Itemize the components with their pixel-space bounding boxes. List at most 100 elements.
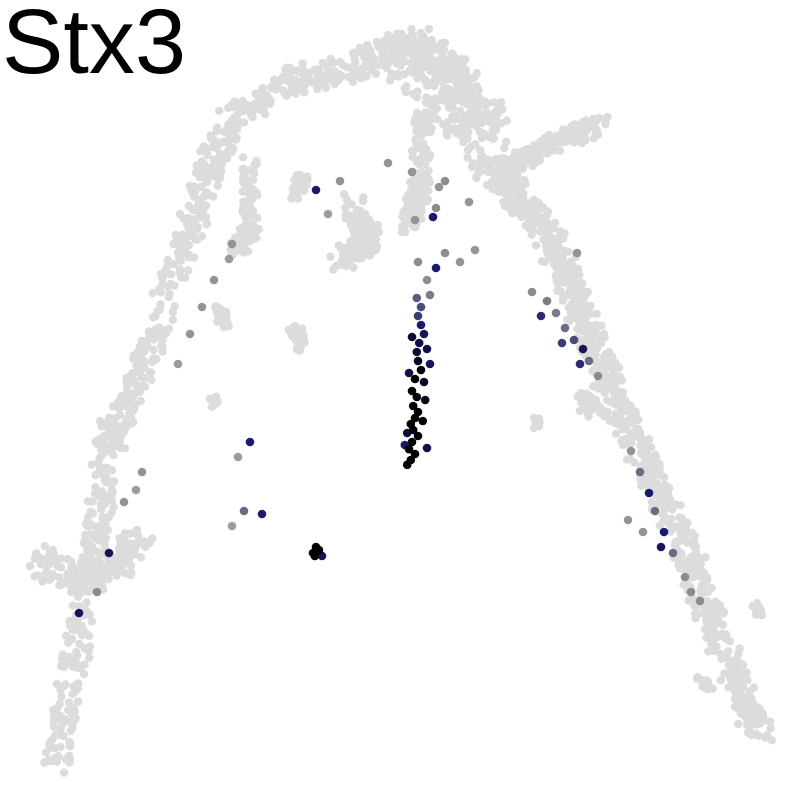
background-cell: [588, 382, 598, 391]
data-point: [412, 347, 422, 357]
background-cell: [295, 346, 304, 355]
background-cell: [75, 602, 84, 611]
background-cell: [103, 491, 112, 501]
background-cell: [387, 39, 396, 48]
background-cell: [56, 729, 66, 739]
background-cell: [117, 392, 126, 401]
background-cell: [576, 131, 586, 140]
background-cell: [85, 631, 94, 640]
background-cell: [416, 154, 425, 163]
background-cell: [579, 322, 588, 331]
background-cell: [39, 575, 49, 584]
background-cell: [96, 551, 105, 560]
background-cell: [568, 299, 577, 309]
background-cell: [41, 748, 51, 757]
background-cell: [613, 420, 622, 429]
background-cell: [193, 222, 202, 231]
background-cell: [94, 523, 103, 532]
background-cell: [131, 380, 140, 389]
background-cell: [79, 538, 89, 548]
background-cell: [558, 125, 568, 134]
data-point: [464, 197, 474, 207]
data-point: [623, 515, 633, 525]
data-point: [227, 521, 237, 531]
background-cell: [608, 352, 617, 361]
background-cell: [342, 195, 351, 204]
background-cell: [99, 448, 108, 458]
background-cell: [47, 743, 56, 752]
background-cell: [374, 227, 384, 237]
background-cell: [266, 96, 275, 105]
background-cell: [85, 653, 94, 662]
background-cell: [516, 188, 525, 197]
background-cell: [75, 663, 85, 673]
background-cell: [506, 182, 515, 192]
background-cell: [566, 262, 575, 272]
background-cell: [517, 148, 526, 157]
data-point: [404, 444, 414, 454]
background-cell: [105, 477, 114, 486]
background-cell: [747, 694, 756, 703]
background-cell: [49, 716, 59, 725]
background-cell: [365, 59, 374, 68]
background-cell: [730, 678, 740, 687]
background-cell: [313, 85, 322, 94]
background-cell: [72, 647, 81, 657]
background-cell: [535, 156, 545, 165]
background-cell: [490, 171, 500, 180]
background-cell: [227, 100, 236, 110]
background-cell: [529, 195, 539, 205]
background-cell: [693, 609, 702, 618]
background-cell: [215, 304, 225, 313]
background-cell: [57, 692, 66, 701]
background-cell: [485, 133, 494, 142]
background-cell: [751, 605, 761, 614]
background-cell: [573, 392, 582, 401]
background-cell: [589, 341, 598, 350]
background-cell: [245, 189, 254, 198]
background-cell: [352, 234, 361, 243]
background-cell: [406, 58, 416, 68]
data-point: [668, 548, 678, 558]
background-cell: [461, 55, 470, 64]
background-cell: [119, 541, 129, 551]
background-cell: [180, 273, 190, 282]
background-cell: [68, 571, 77, 581]
background-cell: [140, 382, 150, 391]
background-cell: [399, 70, 409, 79]
background-cell: [109, 402, 118, 411]
background-cell: [438, 88, 447, 97]
background-cell: [192, 161, 201, 170]
background-cell: [59, 768, 69, 777]
background-cell: [421, 121, 430, 131]
background-cell: [215, 313, 224, 323]
background-cell: [766, 724, 775, 733]
data-point: [420, 395, 430, 405]
background-cell: [600, 388, 609, 397]
background-cell: [319, 77, 328, 86]
background-cell: [292, 328, 301, 338]
background-cell: [52, 757, 61, 766]
background-cell: [107, 466, 117, 475]
background-cell: [341, 261, 351, 271]
background-cell: [499, 188, 508, 197]
data-point: [434, 182, 444, 192]
background-cell: [30, 572, 39, 581]
background-cell: [57, 654, 67, 664]
background-cell: [177, 242, 186, 251]
background-cell: [493, 110, 502, 119]
background-cell: [37, 557, 47, 566]
data-point: [185, 329, 195, 339]
background-cell: [349, 263, 358, 272]
background-cell: [424, 186, 433, 195]
background-cell: [499, 154, 508, 163]
background-cell: [502, 137, 511, 146]
background-cell: [608, 384, 617, 394]
background-cell: [149, 354, 158, 363]
background-cell: [589, 134, 599, 143]
background-cell: [143, 336, 152, 345]
background-cell: [242, 219, 251, 228]
data-point: [431, 203, 441, 213]
background-cell: [717, 654, 726, 664]
background-cell: [540, 134, 549, 143]
